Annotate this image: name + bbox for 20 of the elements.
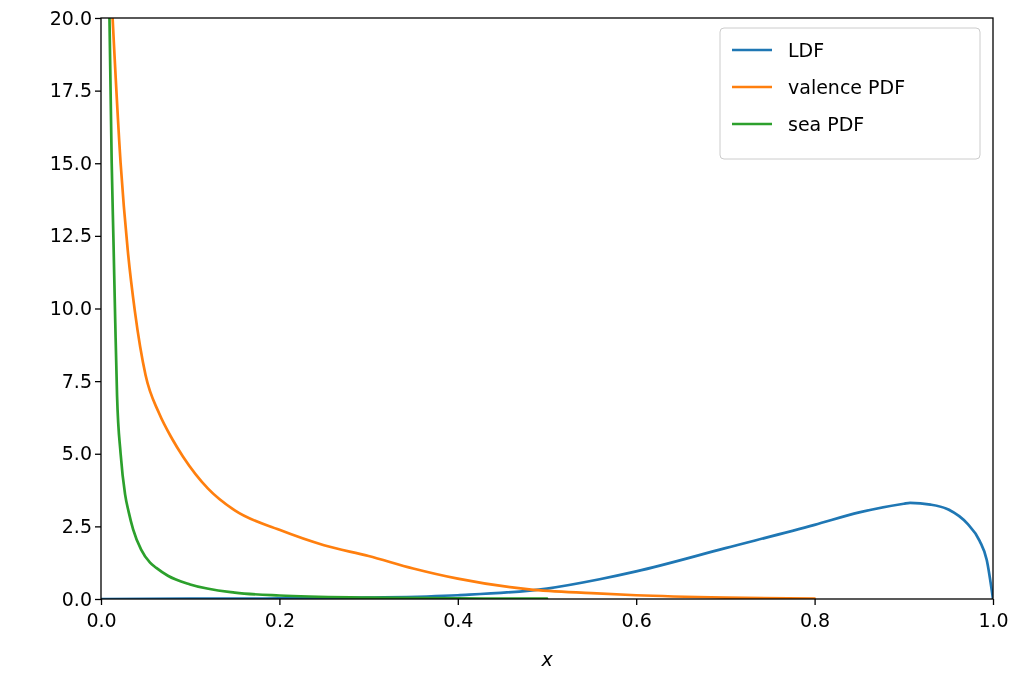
y-tick-label: 2.5 [61, 514, 92, 537]
y-tick-label: 20.0 [49, 6, 92, 29]
y-tick-label: 15.0 [49, 151, 92, 174]
y-tick-label: 12.5 [49, 224, 92, 247]
line-series [108, 18, 549, 599]
x-tick-label: 0.4 [443, 609, 474, 631]
legend-label: valence PDF [788, 76, 906, 98]
legend-label: LDF [788, 39, 825, 61]
x-tick-label: 0.8 [799, 609, 831, 631]
x-tick-label: 0.6 [621, 609, 652, 631]
y-tick-label: 17.5 [49, 79, 92, 102]
y-tick-label: 0.0 [61, 587, 92, 610]
x-tick-label: 1.0 [978, 609, 1009, 631]
x-tick-label: 0.2 [264, 609, 296, 631]
x-axis-title: x [540, 648, 554, 670]
y-tick-label: 5.0 [61, 442, 92, 465]
x-tick-label: 0.0 [86, 609, 117, 631]
y-tick-label: 10.0 [49, 297, 92, 320]
legend-label: sea PDF [788, 113, 865, 135]
y-tick-label: 7.5 [61, 369, 92, 392]
